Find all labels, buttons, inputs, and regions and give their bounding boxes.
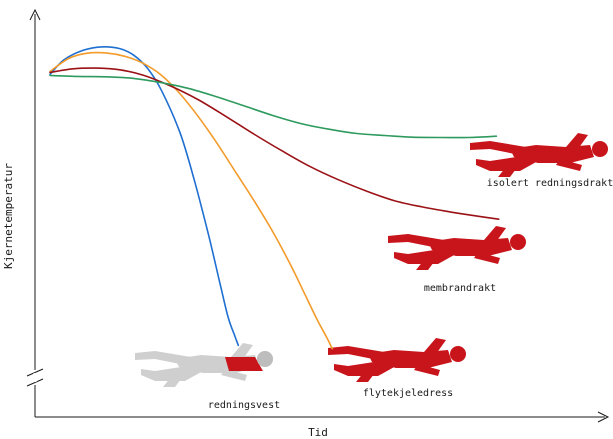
series-line-isolert-redningsdrakt [49, 74, 498, 139]
figure-redningsvest [135, 343, 273, 387]
series-line-flytekjeledress [49, 51, 334, 350]
axes: Tid Kjernetemperatur [2, 8, 610, 439]
label-isolert-redningsdrakt: isolert redningsdrakt [487, 178, 613, 189]
y-axis-title: Kjernetemperatur [2, 163, 15, 269]
x-axis-title: Tid [308, 426, 328, 439]
label-redningsvest: redningsvest [208, 400, 280, 411]
x-axis-arrow [597, 411, 610, 423]
label-flytekjeledress: flytekjeledress [363, 388, 453, 399]
figure-flytekjeledress [328, 338, 466, 382]
y-axis-arrow [29, 8, 41, 21]
series-line-redningsvest [49, 46, 240, 347]
plot-area [49, 46, 500, 350]
axis-break-marker [26, 368, 44, 387]
series-line-membrandrakt [49, 67, 500, 220]
figure-isolert-redningsdrakt [470, 133, 608, 177]
figure-membrandrakt [388, 226, 526, 270]
label-membrandrakt: membrandrakt [424, 283, 496, 294]
